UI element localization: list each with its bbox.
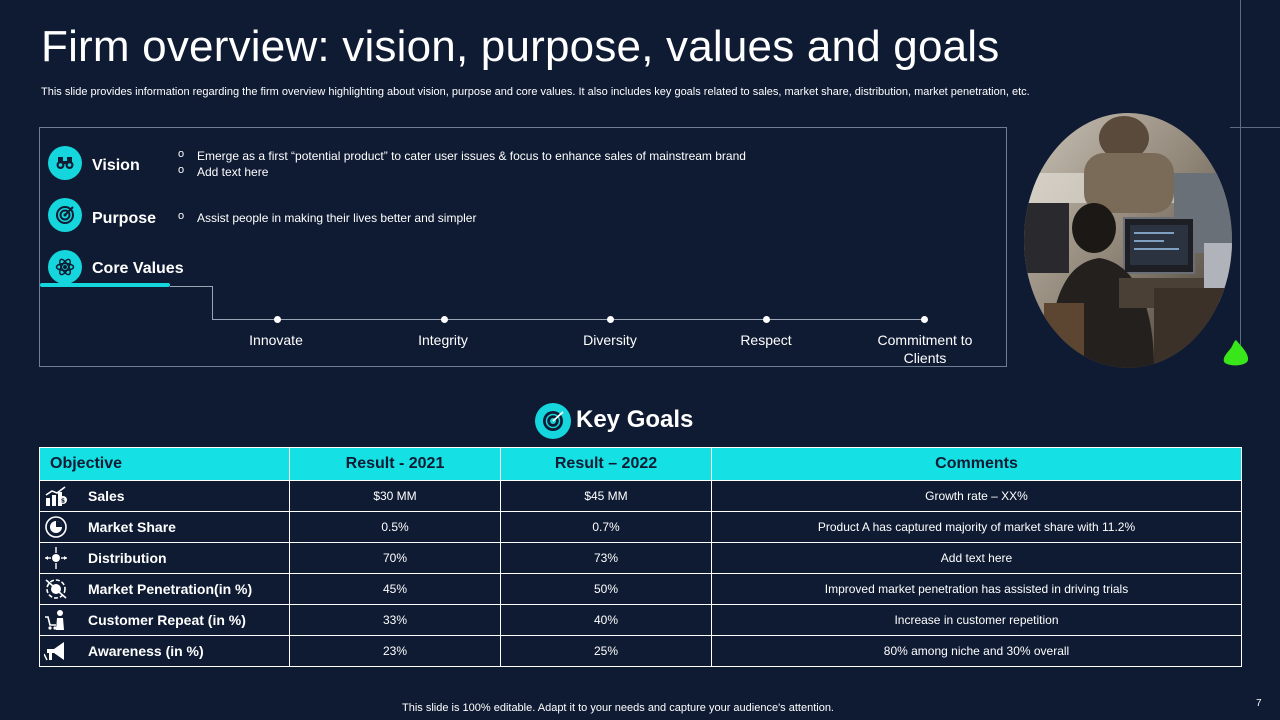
slide-footer: This slide is 100% editable. Adapt it to… bbox=[402, 702, 834, 714]
core-values-underline bbox=[40, 283, 170, 287]
green-blob-icon bbox=[1223, 340, 1249, 366]
result-2021-cell: 23% bbox=[289, 635, 501, 667]
office-team-photo bbox=[1024, 113, 1232, 368]
dartboard-icon bbox=[535, 403, 571, 439]
result-2022-cell: $45 MM bbox=[500, 480, 712, 512]
decorative-horizontal-line bbox=[1230, 127, 1280, 128]
comment-cell: Growth rate – XX% bbox=[711, 480, 1242, 512]
megaphone-icon bbox=[44, 642, 64, 661]
result-2022-cell: 0.7% bbox=[500, 511, 712, 543]
core-value-integrity: Integrity bbox=[418, 332, 468, 348]
key-goals-table: Objective Result - 2021 Result – 2022 Co… bbox=[39, 447, 1242, 667]
key-goals-title: Key Goals bbox=[576, 406, 694, 433]
header-result-2022: Result – 2022 bbox=[500, 447, 712, 481]
objective-cell: $ Sales bbox=[39, 480, 290, 512]
slide-title: Firm overview: vision, purpose, values a… bbox=[41, 22, 1000, 71]
values-timeline bbox=[212, 319, 925, 320]
comment-cell: 80% among niche and 30% overall bbox=[711, 635, 1242, 667]
atom-icon bbox=[48, 250, 82, 284]
svg-text:$: $ bbox=[61, 498, 65, 505]
timeline-dot bbox=[607, 316, 614, 323]
timeline-dot bbox=[921, 316, 928, 323]
result-2022-cell: 73% bbox=[500, 542, 712, 574]
overview-panel: Vision Emerge as a first “potential prod… bbox=[39, 127, 1007, 367]
comment-cell: Increase in customer repetition bbox=[711, 604, 1242, 636]
objective-cell: Market Share bbox=[39, 511, 290, 543]
objective-cell: Distribution bbox=[39, 542, 290, 574]
result-2021-cell: $30 MM bbox=[289, 480, 501, 512]
timeline-dot bbox=[441, 316, 448, 323]
timeline-dot bbox=[763, 316, 770, 323]
core-value-respect: Respect bbox=[740, 332, 792, 348]
timeline-dot bbox=[274, 316, 281, 323]
core-values-label: Core Values bbox=[92, 260, 184, 277]
result-2022-cell: 50% bbox=[500, 573, 712, 605]
penetration-icon bbox=[45, 579, 67, 599]
comment-cell: Product A has captured majority of marke… bbox=[711, 511, 1242, 543]
target-icon bbox=[48, 198, 82, 232]
result-2021-cell: 70% bbox=[289, 542, 501, 574]
comment-cell: Add text here bbox=[711, 542, 1242, 574]
result-2021-cell: 0.5% bbox=[289, 511, 501, 543]
market-share-icon bbox=[45, 516, 67, 538]
table-row: Market Penetration(in %) 45% 50% Improve… bbox=[39, 573, 1242, 605]
core-value-diversity: Diversity bbox=[583, 332, 637, 348]
header-objective: Objective bbox=[39, 447, 290, 481]
table-row: Customer Repeat (in %) 33% 40% Increase … bbox=[39, 604, 1242, 636]
table-header-row: Objective Result - 2021 Result – 2022 Co… bbox=[39, 447, 1242, 481]
core-value-commitment: Commitment to Clients bbox=[877, 332, 973, 366]
table-row: Market Share 0.5% 0.7% Product A has cap… bbox=[39, 511, 1242, 543]
connector-line bbox=[170, 286, 212, 287]
objective-cell: Customer Repeat (in %) bbox=[39, 604, 290, 636]
header-comments: Comments bbox=[711, 447, 1242, 481]
purpose-label: Purpose bbox=[92, 210, 157, 227]
connector-line bbox=[212, 286, 213, 319]
result-2021-cell: 45% bbox=[289, 573, 501, 605]
table-row: Distribution 70% 73% Add text here bbox=[39, 542, 1242, 574]
vision-label: Vision bbox=[92, 157, 140, 174]
result-2021-cell: 33% bbox=[289, 604, 501, 636]
result-2022-cell: 40% bbox=[500, 604, 712, 636]
customer-cart-icon bbox=[45, 610, 64, 630]
table-row: Awareness (in %) 23% 25% 80% among niche… bbox=[39, 635, 1242, 667]
objective-cell: Awareness (in %) bbox=[39, 635, 290, 667]
slide-subtitle: This slide provides information regardin… bbox=[41, 86, 1030, 98]
header-result-2021: Result - 2021 bbox=[289, 447, 501, 481]
comment-cell: Improved market penetration has assisted… bbox=[711, 573, 1242, 605]
result-2022-cell: 25% bbox=[500, 635, 712, 667]
core-value-innovate: Innovate bbox=[249, 332, 303, 348]
table-row: $ Sales $30 MM $45 MM Growth rate – XX% bbox=[39, 480, 1242, 512]
objective-cell: Market Penetration(in %) bbox=[39, 573, 290, 605]
sales-chart-icon: $ bbox=[45, 486, 67, 506]
binoculars-icon bbox=[48, 146, 82, 180]
distribution-icon bbox=[45, 547, 67, 569]
decorative-vertical-line bbox=[1240, 0, 1241, 345]
page-number: 7 bbox=[1256, 698, 1262, 709]
